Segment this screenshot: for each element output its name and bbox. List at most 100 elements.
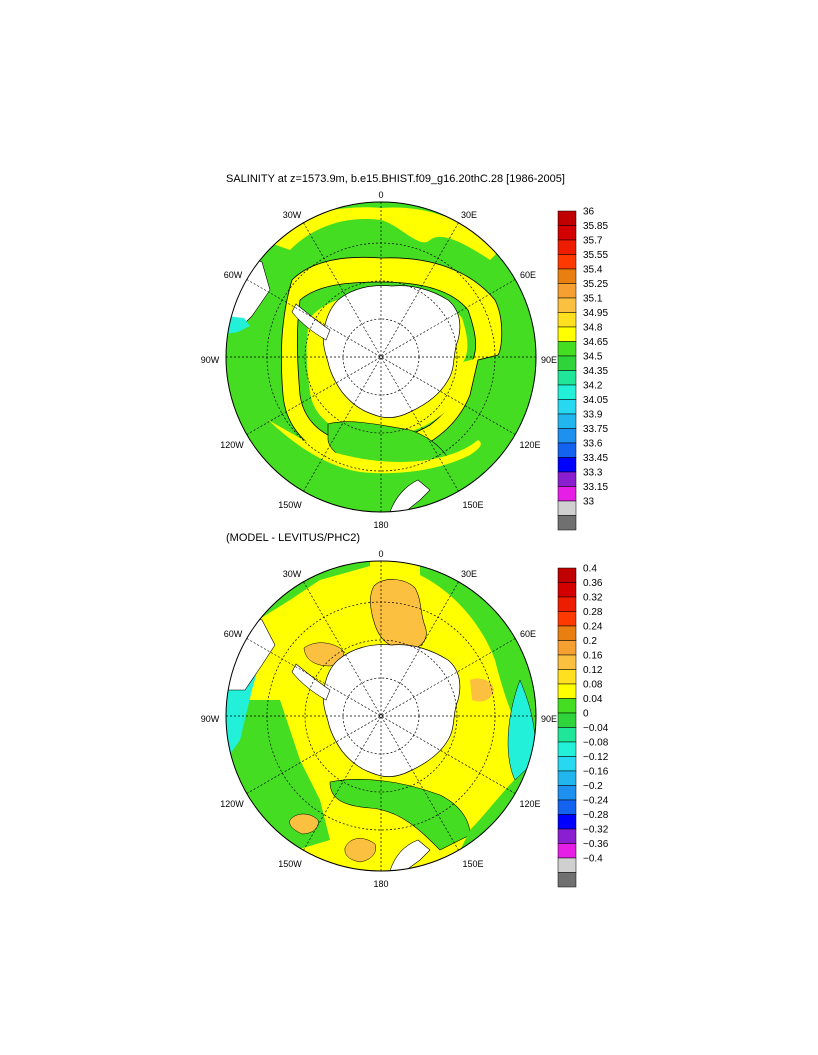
longitude-label: 150W <box>278 500 302 510</box>
colorbar-label: −0.36 <box>583 839 609 850</box>
graticule <box>226 561 536 871</box>
longitude-label: 0 <box>378 549 383 559</box>
colorbar-label: 36 <box>583 207 595 218</box>
orange-patch-north <box>370 579 427 651</box>
longitude-label: 60W <box>224 629 243 639</box>
colorbar-label: 34.5 <box>583 352 603 363</box>
colorbar-label: −0.32 <box>583 825 609 836</box>
colorbar-swatch <box>557 640 577 656</box>
longitude-label: 150E <box>462 500 483 510</box>
colorbar-swatch <box>557 596 577 612</box>
colorbar-label: −0.08 <box>583 738 609 749</box>
colorbar-label: 0.12 <box>583 665 603 676</box>
colorbar-label: 33.9 <box>583 410 603 421</box>
colorbar-label: 35.85 <box>583 221 608 232</box>
colorbar-swatch <box>557 582 577 598</box>
land-antarctic-peninsula <box>291 303 331 341</box>
longitude-label: 30W <box>283 210 302 220</box>
colorbar-swatch <box>557 712 577 728</box>
colorbar-swatch <box>557 625 577 641</box>
colorbar-swatch <box>557 341 577 357</box>
colorbar-label: 0.08 <box>583 680 603 691</box>
colorbar-swatch <box>557 500 577 516</box>
colorbar-swatch <box>557 857 577 873</box>
longitude-labels-top: 0 30E 60E 90E 120E 150E 180 150W 120W 90W 60W 30W <box>201 190 557 530</box>
colorbar-label: −0.2 <box>583 781 603 792</box>
colorbar-swatch <box>557 254 577 270</box>
colorbar-label: 33.15 <box>583 482 608 493</box>
colorbar-swatch <box>557 741 577 757</box>
colorbar-swatch <box>557 239 577 255</box>
colorbar-label: 0.16 <box>583 651 603 662</box>
colorbar-label: −0.24 <box>583 796 609 807</box>
colorbar-label: 35.55 <box>583 250 608 261</box>
colorbar-label: 34.2 <box>583 381 603 392</box>
colorbar-swatch <box>557 428 577 444</box>
colorbar-label: 33.3 <box>583 468 603 479</box>
longitude-label: 180 <box>373 520 388 530</box>
colorbar-label: 0.28 <box>583 607 603 618</box>
colorbar-swatch <box>557 843 577 859</box>
colorbar-label: 0.04 <box>583 694 603 705</box>
colorbar-label: −0.28 <box>583 810 609 821</box>
colorbar-label: 34.8 <box>583 323 603 334</box>
yellow-band-north <box>262 207 500 260</box>
land-antarctic-peninsula <box>291 663 331 701</box>
colorbar-label: 0 <box>583 709 589 720</box>
longitude-label: 30E <box>461 569 477 579</box>
colorbar-label: 33.6 <box>583 439 603 450</box>
colorbar-label: −0.04 <box>583 723 609 734</box>
colorbar-label: 33.75 <box>583 424 608 435</box>
longitude-label: 180 <box>373 879 388 889</box>
longitude-label: 60W <box>224 270 243 280</box>
longitude-label: 150W <box>278 859 302 869</box>
colorbar-swatch <box>557 515 577 531</box>
colorbar-label: 0.4 <box>583 564 597 575</box>
colorbar-swatch <box>557 326 577 342</box>
colorbar-label: 35.7 <box>583 236 603 247</box>
colorbar-label: 0.36 <box>583 578 603 589</box>
colorbar-label: 34.35 <box>583 366 608 377</box>
colorbar-label: 35.1 <box>583 294 603 305</box>
cyan-patch-west <box>226 316 250 334</box>
colorbar-swatch <box>557 872 577 888</box>
colorbar-swatch <box>557 567 577 583</box>
longitude-label: 90W <box>201 355 220 365</box>
colorbar-label: 34.65 <box>583 337 608 348</box>
colorbar-swatch <box>557 654 577 670</box>
colorbar-swatch <box>557 457 577 473</box>
orange-patch-south-1 <box>344 838 376 863</box>
colorbar-label: 35.4 <box>583 265 603 276</box>
colorbar-swatch <box>557 611 577 627</box>
colorbar-swatch <box>557 442 577 458</box>
longitude-label: 60E <box>520 629 536 639</box>
land-new-zealand <box>389 839 431 871</box>
colorbar-swatch <box>557 799 577 815</box>
colorbar-label: 33.45 <box>583 453 608 464</box>
colorbar-label: −0.4 <box>583 854 603 865</box>
difference-polar-map <box>225 560 537 872</box>
colorbar-swatch <box>557 225 577 241</box>
longitude-label: 150E <box>462 859 483 869</box>
panel-title-salinity: SALINITY at z=1573.9m, b.e15.BHIST.f09_g… <box>226 173 565 185</box>
map-boundary <box>225 560 537 872</box>
colorbar-label: −0.12 <box>583 752 609 763</box>
colorbar-swatch <box>557 828 577 844</box>
colorbar-label: −0.16 <box>583 767 609 778</box>
panel-title-difference: (MODEL - LEVITUS/PHC2) <box>226 532 361 544</box>
colorbar-swatch <box>557 756 577 772</box>
land-new-zealand <box>389 479 431 512</box>
colorbar-label: 35.25 <box>583 279 608 290</box>
longitude-label: 120E <box>519 440 540 450</box>
longitude-label: 0 <box>378 190 383 200</box>
longitude-label: 120W <box>220 799 244 809</box>
longitude-labels-bottom: 0 30E 60E 90E 120E 150E 180 150W 120W 90W 60W 30W <box>201 549 557 889</box>
longitude-label: 90E <box>541 714 557 724</box>
colorbar-swatch <box>557 698 577 714</box>
colorbar-label: 34.05 <box>583 395 608 406</box>
colorbar-swatch <box>557 669 577 685</box>
colorbar-swatch <box>557 283 577 299</box>
longitude-label: 60E <box>520 270 536 280</box>
longitude-label: 30W <box>283 569 302 579</box>
graticule <box>226 202 536 512</box>
